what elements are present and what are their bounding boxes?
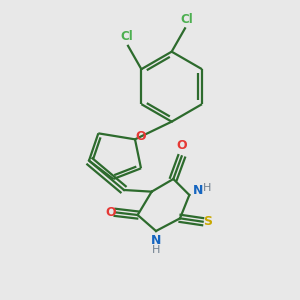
Text: Cl: Cl: [120, 30, 133, 43]
Text: O: O: [136, 130, 146, 142]
Text: N: N: [151, 235, 161, 248]
Text: Cl: Cl: [180, 13, 193, 26]
Text: O: O: [105, 206, 116, 219]
Text: N: N: [193, 184, 203, 197]
Text: H: H: [203, 183, 211, 193]
Text: S: S: [203, 215, 212, 228]
Text: O: O: [176, 139, 187, 152]
Text: H: H: [152, 245, 160, 255]
